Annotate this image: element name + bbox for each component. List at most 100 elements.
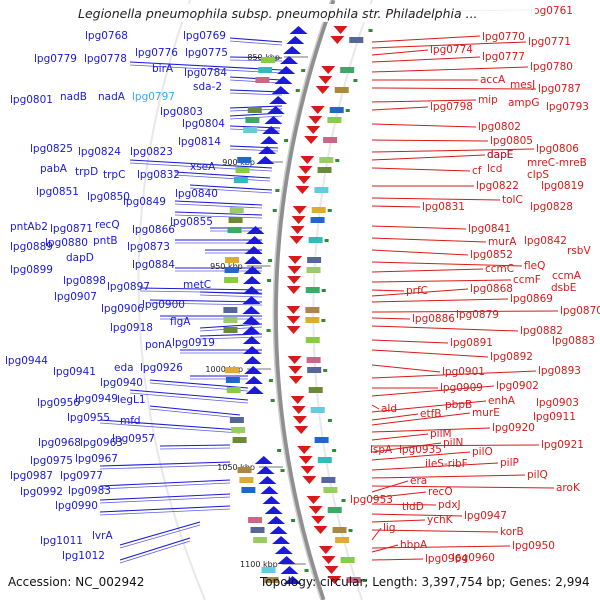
gene-label-right[interactable]: lpg0902 bbox=[496, 380, 539, 392]
gene-label-right[interactable]: ychK bbox=[427, 514, 454, 526]
gene-label-right[interactable]: lpg0852 bbox=[470, 249, 513, 261]
gene-label-right[interactable]: lpg0798 bbox=[430, 101, 473, 113]
gene-label-right[interactable]: lpg0761 bbox=[530, 5, 573, 17]
gene-label-left[interactable]: lpg0987 bbox=[10, 470, 53, 482]
gene-label-left[interactable]: dapE bbox=[487, 149, 513, 161]
gene-label-right[interactable]: pilO bbox=[472, 446, 493, 458]
gene-label-left[interactable]: lpg0983 bbox=[68, 485, 111, 497]
gene-label-left[interactable]: lpg0855 bbox=[170, 216, 213, 228]
gene-label-left[interactable]: metC bbox=[183, 279, 211, 291]
gene-label-right[interactable]: pilN bbox=[443, 437, 463, 449]
gene-label-right[interactable]: lpg0882 bbox=[520, 325, 563, 337]
gene-label-left[interactable]: lpg0957 bbox=[112, 433, 155, 445]
gene-label-right[interactable]: lpg0892 bbox=[490, 351, 533, 363]
gene-label-right[interactable]: lpg0909 bbox=[440, 382, 483, 394]
gene-label-right[interactable]: lpg0780 bbox=[530, 61, 573, 73]
gene-label-left[interactable]: lpg0900 bbox=[142, 299, 185, 311]
gene-label-right[interactable]: lpg0893 bbox=[538, 365, 581, 377]
gene-label-right[interactable]: lpg0921 bbox=[541, 439, 584, 451]
gene-label-right[interactable]: prfC bbox=[406, 285, 428, 297]
gene-label-right[interactable]: lpg0883 bbox=[552, 335, 595, 347]
gene-label-right[interactable]: lpg0964 bbox=[425, 553, 468, 565]
gene-label-left[interactable]: lpg0778 bbox=[84, 53, 127, 65]
gene-label-right[interactable]: lpg0903 bbox=[536, 397, 579, 409]
gene-label-left[interactable]: mfd bbox=[120, 415, 141, 427]
gene-label-right[interactable]: lpg0841 bbox=[468, 223, 511, 235]
gene-label-left[interactable]: nadB bbox=[60, 91, 87, 103]
gene-label-left[interactable]: lpg0941 bbox=[53, 366, 96, 378]
gene-label-left[interactable]: lpg0824 bbox=[78, 146, 121, 158]
gene-label-right[interactable]: ald bbox=[381, 403, 397, 415]
gene-label-right[interactable]: lpg0868 bbox=[470, 283, 513, 295]
gene-label-right[interactable]: lpg0953 bbox=[350, 494, 393, 506]
gene-label-left[interactable]: lpg0955 bbox=[67, 412, 110, 424]
gene-label-right[interactable]: tldD bbox=[402, 501, 424, 513]
gene-label-right[interactable]: lpg0891 bbox=[450, 337, 493, 349]
gene-label-left[interactable]: eda bbox=[114, 362, 134, 374]
gene-label-left[interactable]: lpg0768 bbox=[85, 30, 128, 42]
gene-label-right[interactable]: lpg0869 bbox=[510, 293, 553, 305]
gene-label-right[interactable]: lpg0886 bbox=[412, 313, 455, 325]
gene-label-right[interactable]: lpg0774 bbox=[430, 44, 473, 56]
gene-label-left[interactable]: recQ bbox=[95, 219, 120, 231]
gene-label-right[interactable]: accA bbox=[480, 74, 506, 86]
gene-label-left[interactable]: lpg0825 bbox=[30, 143, 73, 155]
gene-label-right[interactable]: era bbox=[410, 475, 427, 487]
gene-label-left[interactable]: trpC bbox=[103, 169, 125, 181]
gene-label-left[interactable]: trpD bbox=[75, 166, 98, 178]
gene-label-right[interactable]: cf bbox=[472, 165, 482, 177]
gene-label-left[interactable]: lpg0775 bbox=[185, 47, 228, 59]
gene-label-left[interactable]: lpg0907 bbox=[54, 291, 97, 303]
gene-label-left[interactable]: lpg0956 bbox=[37, 397, 80, 409]
gene-label-left[interactable]: lpg0797 bbox=[132, 91, 175, 103]
gene-label-left[interactable]: lpg0963 bbox=[80, 437, 123, 449]
gene-label-left[interactable]: lpg0840 bbox=[175, 188, 218, 200]
gene-label-left[interactable]: lpg0814 bbox=[178, 136, 221, 148]
gene-label-right[interactable]: tolC bbox=[502, 194, 523, 206]
gene-label-right[interactable]: aroK bbox=[556, 482, 581, 494]
gene-label-left[interactable]: birA bbox=[152, 63, 174, 75]
gene-label-left[interactable]: lpg0926 bbox=[140, 362, 183, 374]
gene-label-right[interactable]: lpg0870 bbox=[560, 305, 600, 317]
gene-label-left[interactable]: lpg0850 bbox=[87, 191, 130, 203]
gene-label-left[interactable]: lpg0804 bbox=[182, 118, 225, 130]
gene-label-right[interactable]: hbpA bbox=[400, 539, 428, 551]
gene-label-left[interactable]: nadA bbox=[98, 91, 126, 103]
gene-label-left[interactable]: lpg0940 bbox=[100, 377, 143, 389]
gene-label-left[interactable]: sda-2 bbox=[193, 81, 222, 93]
gene-label-left[interactable]: lpg0906 bbox=[101, 303, 144, 315]
gene-label-left[interactable]: lpg0779 bbox=[34, 53, 77, 65]
gene-label-right[interactable]: pilQ bbox=[527, 469, 548, 481]
gene-label-left[interactable]: lpg0897 bbox=[107, 281, 150, 293]
gene-label-left[interactable]: lpg0873 bbox=[127, 241, 170, 253]
gene-label-right[interactable]: dapE bbox=[487, 149, 513, 161]
gene-label-right[interactable]: mip bbox=[478, 94, 498, 106]
gene-label-right[interactable]: fleQ bbox=[524, 260, 545, 272]
gene-label-right[interactable]: lspA bbox=[370, 444, 393, 456]
gene-label-left[interactable]: lpg0784 bbox=[184, 67, 227, 79]
gene-label-left[interactable]: lpg0967 bbox=[75, 453, 118, 465]
gene-label-left[interactable]: pntB bbox=[93, 235, 118, 247]
gene-label-left[interactable]: lpg0990 bbox=[55, 500, 98, 512]
gene-label-left[interactable]: lpg0992 bbox=[20, 486, 63, 498]
gene-label-right[interactable]: lpg0879 bbox=[456, 309, 499, 321]
gene-label-right[interactable]: mreC-mreB bbox=[527, 157, 587, 169]
gene-label-left[interactable]: lpg0851 bbox=[36, 186, 79, 198]
gene-label-right[interactable]: korB bbox=[500, 526, 524, 538]
gene-label-left[interactable]: lpg0889 bbox=[10, 241, 53, 253]
gene-label-right[interactable]: lpg0901 bbox=[442, 366, 485, 378]
gene-label-left[interactable]: lpg0949 bbox=[75, 393, 118, 405]
gene-label-left[interactable]: pabA bbox=[40, 163, 68, 175]
gene-label-right[interactable]: lpg0787 bbox=[538, 83, 581, 95]
gene-label-right[interactable]: lpg0771 bbox=[528, 36, 571, 48]
gene-label-right[interactable]: lpg0819 bbox=[541, 180, 584, 192]
gene-label-right[interactable]: etfB bbox=[420, 408, 441, 420]
gene-label-right[interactable]: murA bbox=[488, 236, 517, 248]
gene-label-left[interactable]: lpg0801 bbox=[10, 94, 53, 106]
gene-label-left[interactable]: lpg0823 bbox=[130, 146, 173, 158]
gene-label-left[interactable]: lpg0776 bbox=[135, 47, 178, 59]
gene-label-left[interactable]: lpg0898 bbox=[63, 275, 106, 287]
gene-label-left[interactable]: lvrA bbox=[92, 530, 113, 542]
gene-label-right[interactable]: lcd bbox=[487, 163, 502, 175]
gene-label-right[interactable]: pdxJ bbox=[438, 499, 461, 511]
